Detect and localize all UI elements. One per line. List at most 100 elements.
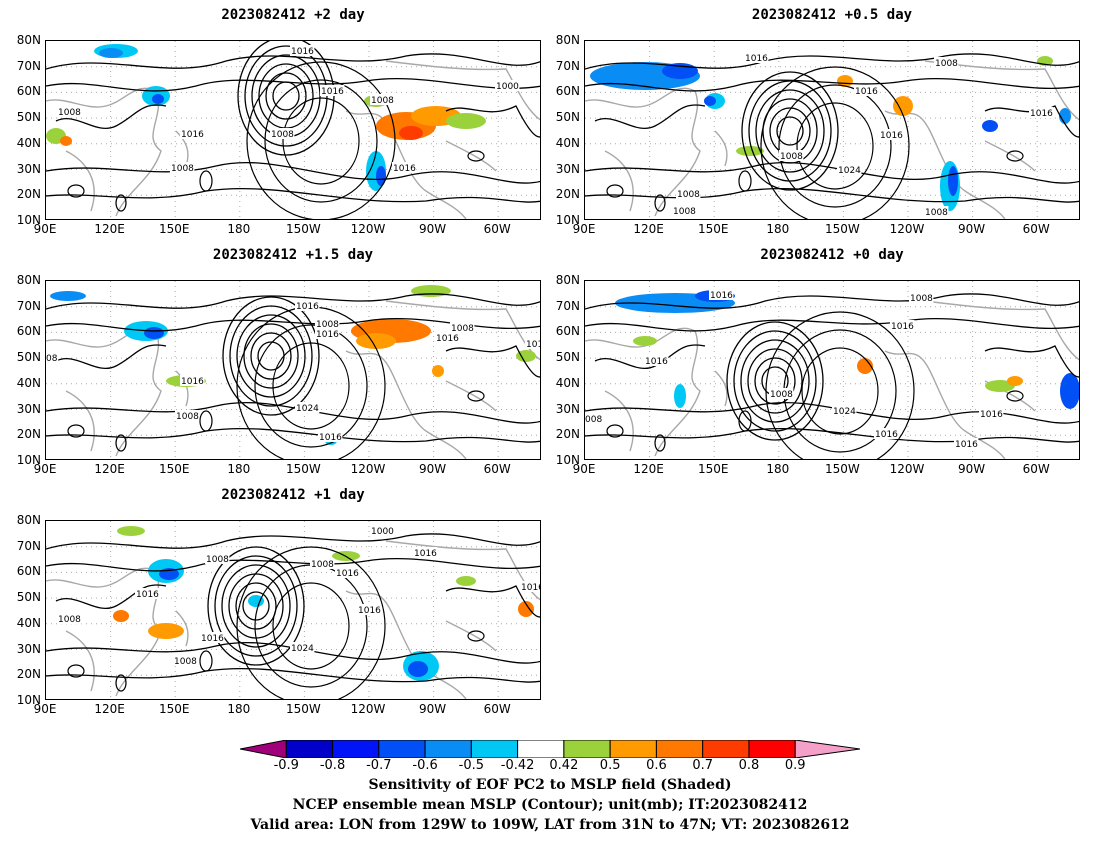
- pressure-contour: [250, 332, 292, 380]
- pressure-contour: [733, 330, 817, 432]
- coastline: [984, 140, 1036, 172]
- map-panel-plus1day: 1000 1016 1008 1016 1008 1016 1016 1008 1016 1024…: [45, 520, 541, 700]
- longitude-label: 150W: [286, 222, 321, 236]
- pressure-contour: [199, 650, 213, 672]
- sensitivity-shading: [446, 113, 486, 129]
- pressure-contour: [606, 424, 624, 438]
- pressure-contour: [272, 342, 350, 430]
- pressure-contour: [46, 162, 540, 184]
- colorbar-tick-label: -0.5: [458, 758, 485, 773]
- latitude-label: 40N: [16, 375, 41, 390]
- longitude-label: 120E: [94, 462, 125, 476]
- pressure-contour: [769, 107, 811, 155]
- contour-label: 1008: [206, 555, 229, 565]
- pressure-contour: [585, 78, 1079, 92]
- latitude-label: 70N: [16, 298, 41, 313]
- pressure-contour: [115, 434, 127, 452]
- coastline: [445, 140, 497, 172]
- pressure-contour: [778, 84, 892, 208]
- latitude-label: 40N: [555, 135, 580, 150]
- pressure-contour: [585, 293, 1079, 310]
- panel-title-plus0day: 2023082412 +0 day: [760, 247, 904, 263]
- contour-label: 1016: [645, 357, 668, 367]
- pressure-contour: [738, 170, 752, 192]
- contour-label-bg: [954, 438, 979, 449]
- longitude-label: 150W: [286, 462, 321, 476]
- longitude-label: 90W: [958, 462, 986, 476]
- longitude-label: 90E: [33, 462, 57, 476]
- longitude-label: 120W: [350, 222, 386, 236]
- pressure-contour: [67, 184, 85, 198]
- pressure-contour: [445, 105, 540, 138]
- pressure-contour: [1006, 390, 1024, 402]
- contour-label: 1016: [891, 322, 914, 332]
- contour-label: 1016: [291, 47, 314, 57]
- contour-label-bg: [525, 338, 540, 349]
- longitude-label: 60W: [483, 462, 511, 476]
- pressure-contour: [594, 104, 706, 129]
- contour-label-bg: [57, 613, 82, 624]
- contour-label-bg: [290, 642, 315, 653]
- coastline: [65, 630, 95, 692]
- contour-label-bg: [585, 413, 603, 424]
- longitude-label: 120W: [889, 462, 925, 476]
- pressure-contour: [115, 674, 127, 692]
- longitude-label: 150E: [697, 462, 729, 476]
- latitude-label: 40N: [16, 135, 41, 150]
- pressure-contour: [242, 591, 270, 621]
- coastline: [445, 620, 497, 652]
- contour-label: 1016: [201, 634, 224, 644]
- pressure-contour: [796, 102, 874, 190]
- colorbar-tick-label: 0.5: [599, 758, 621, 773]
- colorbar-segment: [794, 739, 861, 759]
- sensitivity-shading: [893, 96, 913, 116]
- colorbar-tick-label: 0.8: [738, 758, 760, 773]
- contour-label-bg: [879, 129, 904, 140]
- pressure-contour: [254, 324, 368, 448]
- longitude-label: 150W: [825, 462, 860, 476]
- pressure-contour: [236, 314, 306, 398]
- contour-label-bg: [450, 322, 475, 333]
- coastline: [345, 590, 467, 699]
- pressure-contour: [67, 424, 85, 438]
- latitude-label: 30N: [16, 161, 41, 176]
- contour-label-bg: [318, 431, 343, 442]
- longitude-label: 180: [227, 222, 251, 236]
- longitude-label: 120E: [94, 222, 125, 236]
- longitude-label: 120E: [94, 702, 125, 716]
- contour-label-bg: [370, 94, 395, 105]
- contour-label: 1000: [496, 82, 519, 92]
- latitude-label: 60N: [16, 564, 41, 579]
- contour-label: 1016: [296, 302, 319, 312]
- pressure-contour: [236, 546, 386, 699]
- contour-label: 1008: [925, 208, 948, 218]
- contour-label: 1016: [181, 377, 204, 387]
- pressure-contour: [229, 305, 313, 407]
- contour-label-bg: [413, 547, 438, 558]
- contour-label: 1008: [174, 657, 197, 667]
- contour-label: 1016: [521, 583, 541, 593]
- coastline: [445, 380, 497, 412]
- contour-label: 08: [46, 354, 58, 364]
- sensitivity-shading: [857, 358, 873, 374]
- pressure-contour: [46, 53, 540, 70]
- coastline: [714, 370, 728, 407]
- pressure-contour: [741, 71, 839, 191]
- longitude-label: 120E: [633, 462, 664, 476]
- pressure-contour: [594, 344, 706, 369]
- pressure-contour: [1006, 150, 1024, 162]
- contour-label: 1008: [770, 390, 793, 400]
- contour-label-bg: [874, 428, 899, 439]
- pressure-contour: [221, 564, 291, 648]
- sensitivity-shading: [985, 380, 1015, 392]
- colorbar-tick-label: -0.6: [412, 758, 438, 773]
- latitude-label: 70N: [16, 538, 41, 553]
- sensitivity-shading: [704, 96, 716, 106]
- contour-label: 1016: [855, 87, 878, 97]
- pressure-contour: [46, 78, 540, 92]
- pressure-contour: [67, 664, 85, 678]
- sensitivity-shading: [1007, 376, 1023, 386]
- colorbar-segment: [702, 739, 750, 759]
- contour-label-bg: [709, 289, 734, 300]
- contour-label: 1016: [321, 87, 344, 97]
